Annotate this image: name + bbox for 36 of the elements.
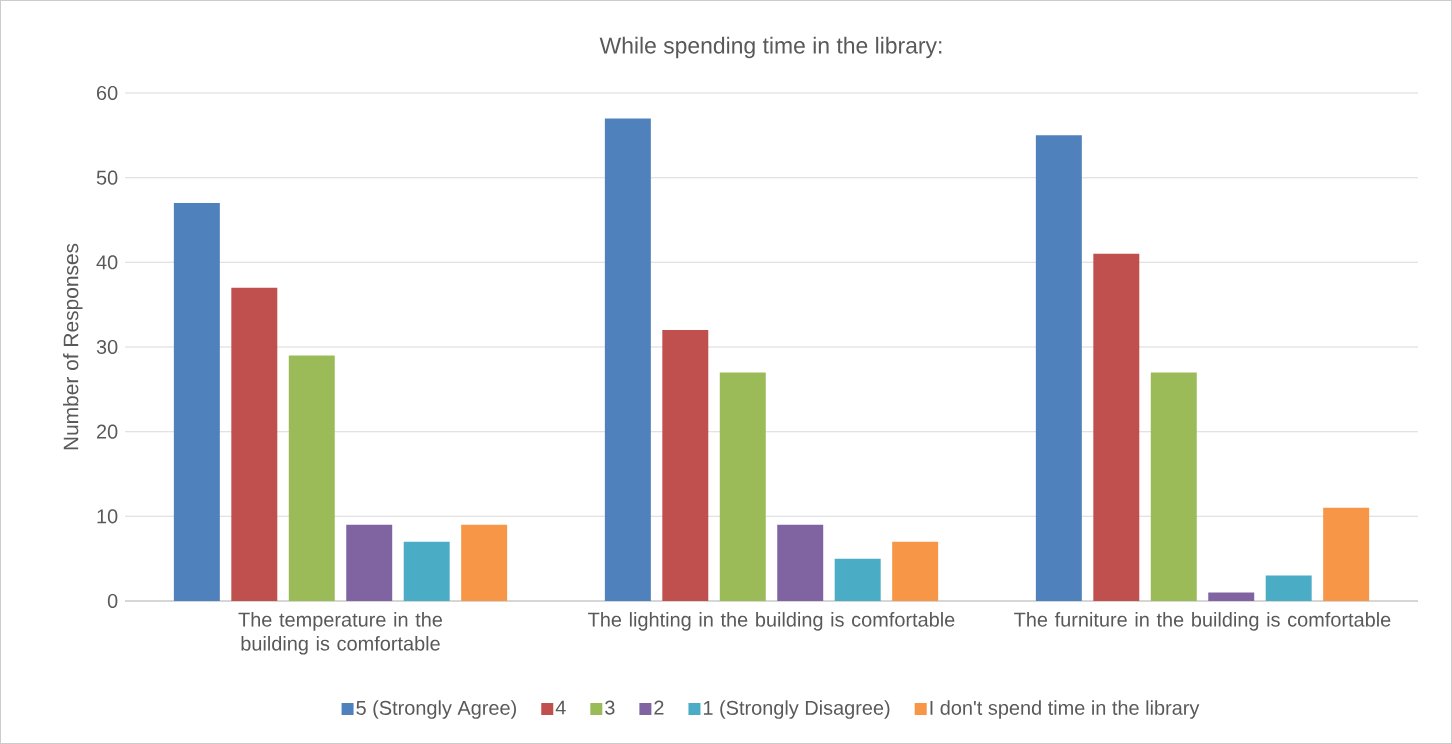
- y-tick-label: 0: [107, 593, 118, 609]
- bar: [604, 118, 651, 601]
- bar: [1093, 253, 1140, 601]
- bar: [1150, 372, 1197, 601]
- bar: [1323, 507, 1370, 601]
- bar: [1265, 575, 1312, 601]
- bar: [231, 287, 278, 601]
- legend-label: I don't spend time in the library: [930, 700, 1200, 719]
- x-tick-label: The lighting in the building is comfortable: [588, 612, 955, 631]
- legend-label: 1 (Strongly Disagree): [703, 700, 890, 719]
- legend-label: 2: [654, 700, 664, 715]
- chart-title: While spending time in the library:: [599, 36, 942, 59]
- bar: [777, 524, 824, 601]
- bar: [834, 558, 881, 601]
- bar: [346, 524, 393, 601]
- y-tick-label: 20: [97, 424, 118, 439]
- bar: [403, 541, 450, 601]
- legend-label: 3: [605, 700, 615, 715]
- legend-label: 4: [555, 700, 566, 715]
- x-tick-label: The temperature in the building is comfortable: [238, 612, 443, 655]
- y-tick-label: 40: [96, 255, 118, 270]
- y-tick-label: 50: [96, 170, 118, 185]
- bar: [892, 541, 939, 601]
- bar: [662, 330, 709, 601]
- y-tick-label: 60: [97, 85, 118, 101]
- y-tick-label: 10: [97, 509, 118, 524]
- bar: [288, 355, 335, 601]
- x-tick-label: The furniture in the building is comfortable: [1014, 612, 1391, 631]
- y-axis-title: Number of Responses: [63, 243, 83, 450]
- legend-label: 5 (Strongly Agree): [356, 700, 516, 719]
- bar: [1208, 592, 1255, 601]
- bar: [461, 524, 508, 601]
- y-tick-label: 30: [96, 339, 118, 355]
- bar: [1035, 135, 1082, 601]
- bar: [719, 372, 766, 601]
- bar: [173, 203, 220, 601]
